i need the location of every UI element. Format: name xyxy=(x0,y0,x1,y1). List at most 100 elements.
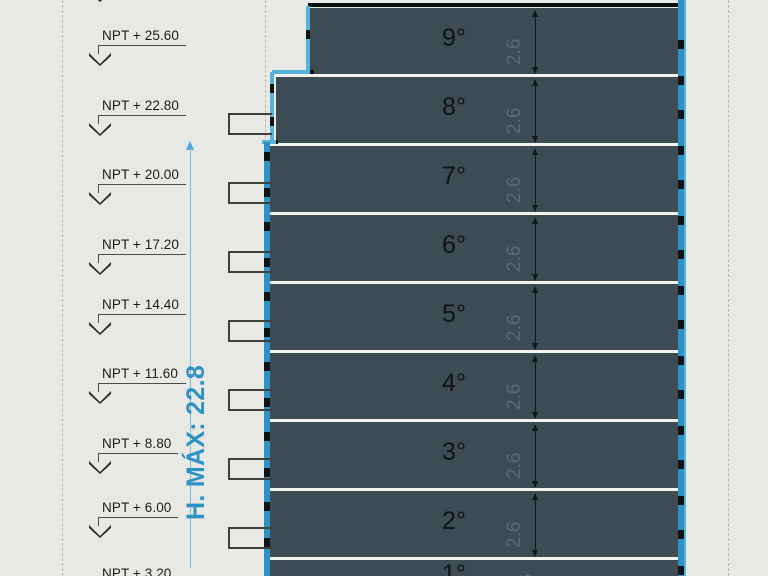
floor-height-dimension: 2.6 xyxy=(504,521,525,548)
floor-label: 9° xyxy=(442,24,466,52)
balcony-bracket xyxy=(228,251,272,253)
level-leader-line xyxy=(98,453,178,454)
floor-divider xyxy=(270,419,678,422)
floor-slab xyxy=(270,422,678,488)
dimension-line xyxy=(535,288,536,346)
floor-label: 1° xyxy=(442,560,466,576)
dimension-arrow-up xyxy=(531,10,538,17)
level-stem xyxy=(98,314,99,323)
level-arrow-icon xyxy=(88,191,112,210)
floor-height-dimension: 2.6 xyxy=(504,107,525,134)
floor-height-dimension: 2.6 xyxy=(504,452,525,479)
facade-edge-left-main xyxy=(264,142,270,576)
level-stem xyxy=(98,453,99,462)
level-label: NPT + 6.00 xyxy=(102,500,172,515)
level-label: NPT + 8.80 xyxy=(102,436,172,451)
floor-height-dimension: 2.6 xyxy=(504,176,525,203)
height-dimension-arrow xyxy=(186,141,194,150)
floor-slab xyxy=(270,560,678,576)
floor-divider xyxy=(270,143,678,146)
dimension-arrow-down xyxy=(531,412,538,419)
floor-label: 4° xyxy=(442,369,466,397)
facade-joint-mark xyxy=(678,250,684,259)
floor-height-dimension: 2.6 xyxy=(504,38,525,65)
facade-joint-mark xyxy=(678,110,684,119)
balcony-bracket xyxy=(228,527,272,529)
dimension-arrow-up xyxy=(531,217,538,224)
chevron-down-icon xyxy=(89,192,111,205)
facade-joint-mark xyxy=(678,356,684,365)
floor-label: 2° xyxy=(442,507,466,535)
dimension-line xyxy=(535,12,536,70)
facade-edge-right-highlight xyxy=(684,0,686,576)
floor-divider xyxy=(276,74,678,77)
facade-edge-left-upper xyxy=(306,6,310,74)
floor-label: 6° xyxy=(442,231,466,259)
grid-axis-right xyxy=(728,0,729,576)
chevron-down-icon xyxy=(89,461,111,474)
floor-slab xyxy=(270,353,678,419)
level-arrow-icon xyxy=(88,321,112,340)
level-stem xyxy=(98,383,99,392)
facade-joint-mark xyxy=(678,146,684,155)
facade-joint-mark xyxy=(678,286,684,295)
dimension-arrow-up xyxy=(531,79,538,86)
facade-joint-mark xyxy=(264,398,270,407)
floor-slab xyxy=(270,146,678,212)
balcony-bracket xyxy=(228,389,272,411)
facade-joint-mark xyxy=(678,496,684,505)
chevron-down-icon xyxy=(89,123,111,136)
max-height-label: H. MÁX: 22.8 xyxy=(182,364,210,520)
level-stem xyxy=(98,184,99,193)
floor-label: 5° xyxy=(442,300,466,328)
floor-label: 3° xyxy=(442,438,466,466)
level-arrow-icon xyxy=(88,390,112,409)
level-label: NPT + 22.80 xyxy=(102,98,180,113)
balcony-bracket xyxy=(228,182,272,204)
facade-edge-left-mid xyxy=(270,72,274,142)
floor-divider xyxy=(270,281,678,284)
level-leader-line xyxy=(98,383,186,384)
facade-joint-mark xyxy=(264,222,270,231)
dimension-arrow-up xyxy=(531,286,538,293)
chevron-down-icon xyxy=(89,391,111,404)
chevron-down-icon xyxy=(89,262,111,275)
level-label: NPT + 3.20 xyxy=(102,566,172,576)
floor-divider xyxy=(270,350,678,353)
facade-joint-mark xyxy=(678,76,684,85)
level-leader-line xyxy=(98,45,186,46)
floor-slab xyxy=(270,491,678,557)
level-leader-line xyxy=(98,115,186,116)
balcony-bracket xyxy=(228,251,272,273)
level-stem xyxy=(98,517,99,526)
floor-slab xyxy=(270,284,678,350)
level-leader-line xyxy=(98,314,186,315)
floor-height-dimension: 2.6 xyxy=(504,245,525,272)
facade-joint-mark xyxy=(678,566,684,575)
facade-joint-mark xyxy=(678,216,684,225)
facade-joint-mark xyxy=(678,426,684,435)
dimension-arrow-down xyxy=(531,343,538,350)
facade-joint-mark xyxy=(678,40,684,49)
floor-slab xyxy=(270,215,678,281)
floor-label: 8° xyxy=(442,93,466,121)
dimension-line xyxy=(535,150,536,208)
dimension-arrow-down xyxy=(531,274,538,281)
facade-joint-mark xyxy=(264,362,270,371)
facade-joint-mark xyxy=(678,460,684,469)
balcony-bracket xyxy=(228,527,272,549)
facade-joint-mark xyxy=(264,468,270,477)
dimension-line xyxy=(535,81,536,139)
facade-joint-mark xyxy=(264,432,270,441)
dimension-arrow-up xyxy=(531,148,538,155)
balcony-bracket xyxy=(228,458,272,480)
facade-joint-mark xyxy=(678,390,684,399)
balcony-bracket xyxy=(228,458,272,460)
dimension-arrow-up xyxy=(531,424,538,431)
facade-joint-mark xyxy=(264,502,270,511)
dimension-arrow-down xyxy=(531,67,538,74)
floor-divider xyxy=(270,488,678,491)
chevron-down-icon xyxy=(89,525,111,538)
level-arrow-icon xyxy=(88,0,112,7)
